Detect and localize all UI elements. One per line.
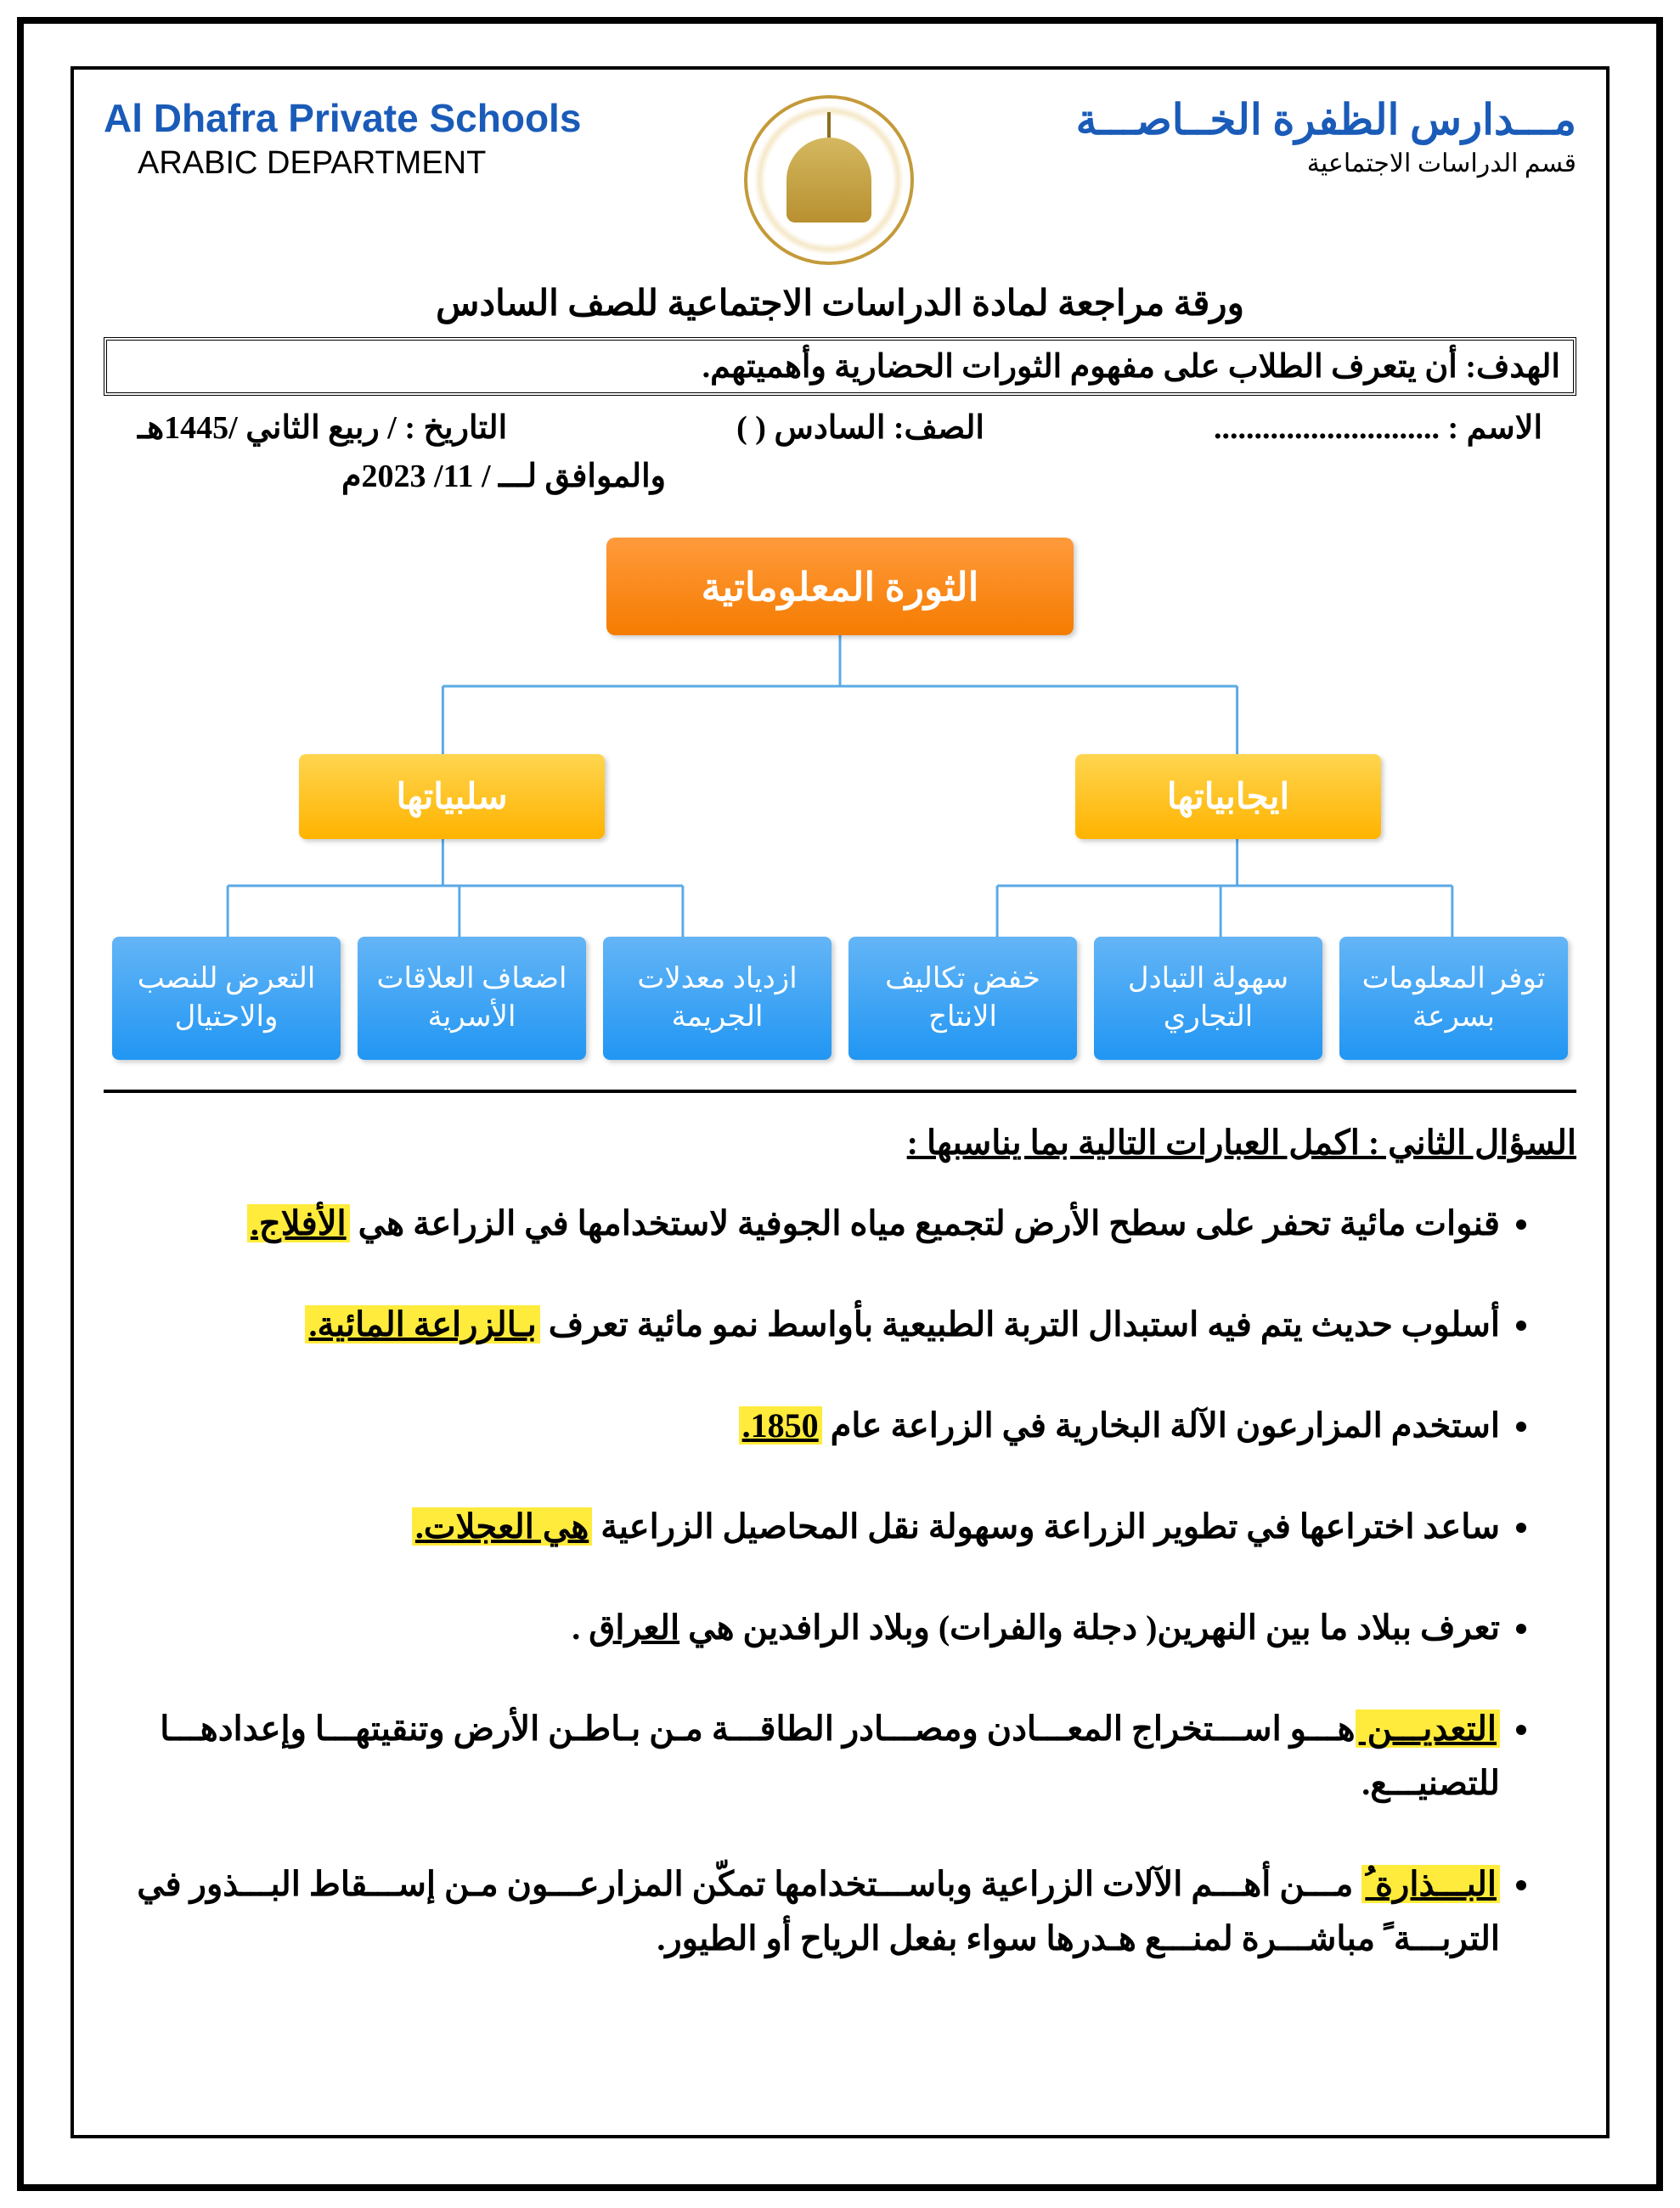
class-field: الصف: السادس ( ) (736, 408, 984, 447)
section-divider (104, 1090, 1576, 1093)
document-title: ورقة مراجعة لمادة الدراسات الاجتماعية لل… (104, 282, 1576, 324)
list-item: أسلوب حديث يتم فيه استبدال التربة الطبيع… (104, 1298, 1500, 1352)
answer-text: الزراعة المائية. (308, 1305, 516, 1343)
header: Al Dhafra Private Schools ARABIC DEPARTM… (104, 95, 1576, 265)
item-text: أسلوب حديث يتم فيه استبدال التربة الطبيع… (540, 1305, 1500, 1343)
answer-underline: العراق (589, 1608, 679, 1647)
answer-highlight: التعديـــن (1356, 1710, 1500, 1748)
answer-prefix: بـ (517, 1305, 537, 1343)
list-item: استخدم المزارعون الآلة البخارية في الزرا… (104, 1399, 1500, 1453)
item-post: . (572, 1608, 589, 1647)
list-item: تعرف ببلاد ما بين النهرين( دجلة والفرات)… (104, 1601, 1500, 1655)
item-text: استخدم المزارعون الآلة البخارية في الزرا… (822, 1406, 1500, 1445)
date-gregorian: والموافق لـــ / 11/ 2023م (104, 457, 1576, 495)
objective-label: الهدف: (1465, 349, 1560, 385)
department-en: ARABIC DEPARTMENT (138, 145, 581, 182)
department-ar: قسم الدراسات الاجتماعية (1076, 149, 1576, 178)
answer-highlight: هي العجلات. (412, 1507, 592, 1546)
diagram-leaves: التعرض للنصب والاحتيال اضعاف العلاقات ال… (104, 937, 1576, 1060)
item-text: مـــن أهـــم الآلات الزراعية وباســـتخدا… (137, 1865, 1500, 1957)
concept-diagram: الثورة المعلوماتية ايجابياتها سلبياتها ا… (104, 538, 1576, 1064)
header-left: Al Dhafra Private Schools ARABIC DEPARTM… (104, 95, 581, 182)
list-item: التعديـــن هـــو اســـتخراج المعـــادن و… (104, 1702, 1500, 1811)
student-info-row: الاسم : ............................ الص… (104, 408, 1576, 447)
list-item: قنوات مائية تحفر على سطح الأرض لتجميع مي… (104, 1197, 1500, 1251)
item-text: قنوات مائية تحفر على سطح الأرض لتجميع مي… (350, 1204, 1500, 1242)
school-logo (744, 95, 914, 265)
answer-highlight: البـــذارة ُ (1361, 1865, 1500, 1903)
page: Al Dhafra Private Schools ARABIC DEPARTM… (17, 17, 1663, 2191)
item-text: ساعد اختراعها في تطوير الزراعة وسهولة نق… (592, 1507, 1500, 1546)
diagram-positives: ايجابياتها (1075, 754, 1381, 839)
logo-emblem-icon (786, 138, 871, 222)
item-text: تعرف ببلاد ما بين النهرين( دجلة والفرات)… (679, 1608, 1500, 1647)
leaf-node: توفر المعلومات بسرعة (1339, 937, 1568, 1060)
list-item: البـــذارة ُ مـــن أهـــم الآلات الزراعي… (104, 1857, 1500, 1966)
answer-highlight: بـالزراعة المائية. (305, 1305, 539, 1343)
diagram-negatives: سلبياتها (299, 754, 605, 839)
name-field: الاسم : ............................ (1214, 408, 1542, 447)
leaf-node: التعرض للنصب والاحتيال (112, 937, 341, 1060)
inner-border: Al Dhafra Private Schools ARABIC DEPARTM… (70, 66, 1610, 2138)
leaf-node: ازدياد معدلات الجريمة (603, 937, 832, 1060)
leaf-node: اضعاف العلاقات الأسرية (358, 937, 586, 1060)
school-name-en: Al Dhafra Private Schools (104, 95, 581, 141)
leaf-node: سهولة التبادل التجاري (1094, 937, 1322, 1060)
list-item: ساعد اختراعها في تطوير الزراعة وسهولة نق… (104, 1500, 1500, 1554)
item-text: هـــو اســـتخراج المعـــادن ومصـــادر ال… (160, 1710, 1500, 1802)
objective-box: الهدف: أن يتعرف الطلاب على مفهوم الثورات… (104, 337, 1576, 396)
question-title: السؤال الثاني : اكمل العبارات التالية بم… (104, 1123, 1576, 1163)
school-name-ar: مـــدارس الظفرة الخــاصـــة (1076, 95, 1576, 144)
objective-text: أن يتعرف الطلاب على مفهوم الثورات الحضار… (702, 349, 1466, 385)
answer-highlight: الأفلاج. (247, 1204, 350, 1242)
date-field: التاريخ : / ربيع الثاني /1445هـ (138, 408, 507, 447)
answers-list: قنوات مائية تحفر على سطح الأرض لتجميع مي… (104, 1197, 1576, 1966)
leaf-node: خفض تكاليف الانتاج (848, 937, 1077, 1060)
header-right: مـــدارس الظفرة الخــاصـــة قسم الدراسات… (1076, 95, 1576, 178)
diagram-root: الثورة المعلوماتية (606, 538, 1074, 635)
answer-highlight: 1850. (739, 1406, 822, 1445)
